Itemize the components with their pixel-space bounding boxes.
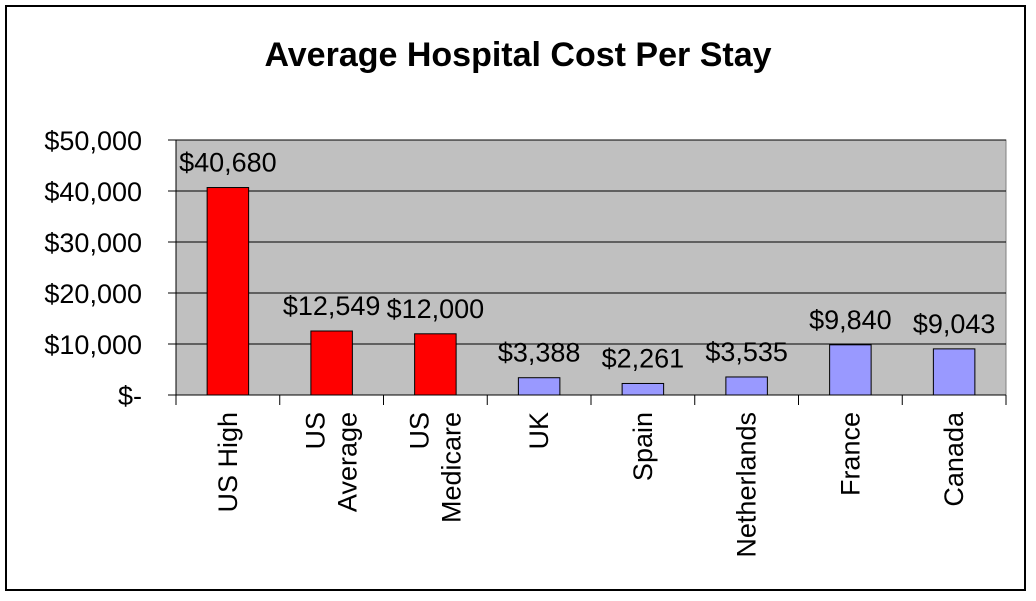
category-label: UK (524, 412, 554, 450)
data-label: $40,680 (179, 148, 277, 178)
y-tick-label: $10,000 (44, 330, 142, 360)
bar (621, 382, 665, 396)
category-label: Spain (628, 412, 658, 481)
category-label: US (301, 412, 331, 450)
category-label: Average (333, 412, 363, 512)
category-label: Medicare (436, 412, 466, 523)
bar (517, 377, 561, 396)
data-label: $2,261 (602, 343, 685, 373)
bar (725, 376, 768, 396)
plot-background (175, 139, 1007, 396)
category-label: US (404, 412, 434, 450)
data-label: $12,549 (283, 291, 381, 321)
y-tick-label: $- (118, 381, 142, 411)
y-tick-label: $30,000 (44, 228, 142, 258)
bar (932, 348, 976, 396)
bar (829, 344, 872, 396)
bar (414, 333, 457, 396)
data-label: $12,000 (387, 294, 485, 324)
data-label: $9,043 (913, 309, 996, 339)
data-label: $9,840 (809, 305, 892, 335)
category-label: France (835, 412, 865, 496)
bar (310, 330, 353, 396)
chart-title: Average Hospital Cost Per Stay (264, 36, 771, 74)
y-tick-label: $50,000 (44, 126, 142, 156)
data-label: $3,388 (498, 338, 581, 368)
y-tick-label: $40,000 (44, 177, 142, 207)
category-label: Canada (939, 411, 969, 507)
y-tick-label: $20,000 (44, 279, 142, 309)
category-label: Netherlands (732, 412, 762, 558)
bar (206, 187, 250, 396)
category-label: US High (213, 412, 243, 513)
data-label: $3,535 (705, 337, 788, 367)
plot-area: $- $10,000 $20,000 $30,000 $40,000 $50,000 $40… (44, 126, 1007, 558)
